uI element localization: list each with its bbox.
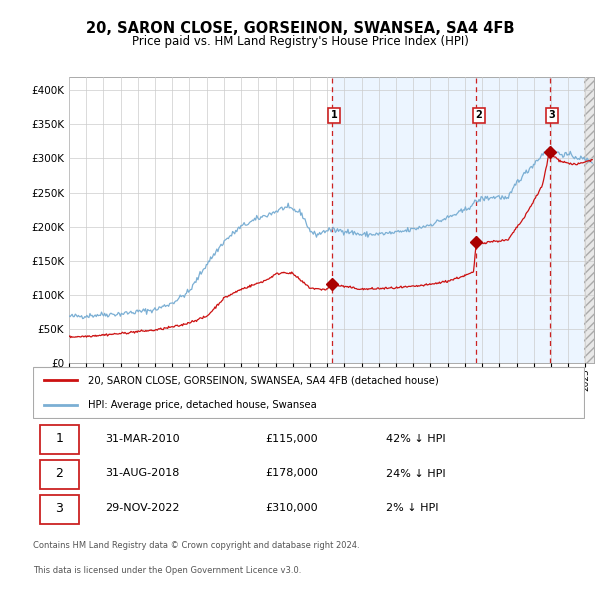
Text: 1: 1 (331, 110, 337, 120)
Text: 24% ↓ HPI: 24% ↓ HPI (386, 468, 446, 478)
Text: £178,000: £178,000 (265, 468, 318, 478)
FancyBboxPatch shape (40, 460, 79, 489)
Bar (584, 77, 594, 363)
Text: This data is licensed under the Open Government Licence v3.0.: This data is licensed under the Open Gov… (33, 566, 301, 575)
Text: 20, SARON CLOSE, GORSEINON, SWANSEA, SA4 4FB: 20, SARON CLOSE, GORSEINON, SWANSEA, SA4… (86, 21, 514, 35)
Text: 2: 2 (476, 110, 482, 120)
Text: £115,000: £115,000 (265, 434, 317, 444)
Text: 31-MAR-2010: 31-MAR-2010 (105, 434, 179, 444)
Text: 2% ↓ HPI: 2% ↓ HPI (386, 503, 439, 513)
Text: £310,000: £310,000 (265, 503, 317, 513)
Bar (584, 77, 594, 363)
Text: 1: 1 (56, 432, 64, 445)
Text: Contains HM Land Registry data © Crown copyright and database right 2024.: Contains HM Land Registry data © Crown c… (33, 541, 359, 550)
FancyBboxPatch shape (33, 367, 584, 418)
Text: HPI: Average price, detached house, Swansea: HPI: Average price, detached house, Swan… (88, 399, 317, 409)
Text: 29-NOV-2022: 29-NOV-2022 (105, 503, 179, 513)
Text: 20, SARON CLOSE, GORSEINON, SWANSEA, SA4 4FB (detached house): 20, SARON CLOSE, GORSEINON, SWANSEA, SA4… (88, 375, 439, 385)
Text: 31-AUG-2018: 31-AUG-2018 (105, 468, 179, 478)
Text: 42% ↓ HPI: 42% ↓ HPI (386, 434, 446, 444)
FancyBboxPatch shape (40, 425, 79, 454)
Bar (331, 77, 594, 363)
Text: Price paid vs. HM Land Registry's House Price Index (HPI): Price paid vs. HM Land Registry's House … (131, 35, 469, 48)
Text: 3: 3 (549, 110, 556, 120)
Text: 2: 2 (56, 467, 64, 480)
FancyBboxPatch shape (40, 495, 79, 525)
Text: 3: 3 (56, 502, 64, 515)
